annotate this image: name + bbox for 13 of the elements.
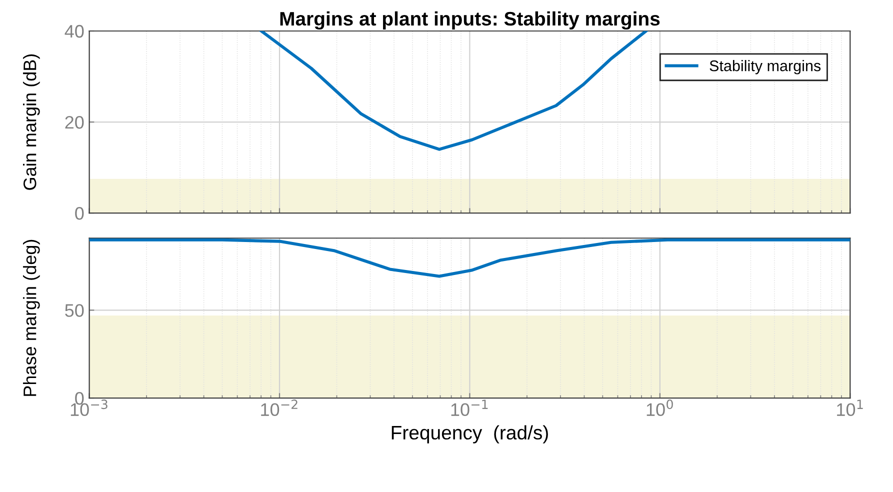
y-axis-title: Phase margin (deg) <box>23 240 40 396</box>
chart-title: Margins at plant inputs: Stability margins <box>280 11 660 30</box>
x-tick-label: 10$^{0}$ <box>646 400 673 416</box>
x-tick-label: 10$^{1}$ <box>837 400 863 416</box>
y-tick-label: 40 <box>64 24 84 38</box>
legend-label: Stability margins <box>710 60 821 74</box>
y-tick-label: 50 <box>65 304 84 317</box>
x-tick-label: 10$^{−1}$ <box>451 400 488 416</box>
y-tick-label: 0 <box>75 206 84 220</box>
y-axis-title: Gain margin (dB) <box>23 54 40 190</box>
x-tick-label: 10$^{−2}$ <box>261 400 298 416</box>
x-axis-title: Frequency (rad/s) <box>392 425 548 444</box>
y-tick-label: 20 <box>65 116 84 129</box>
